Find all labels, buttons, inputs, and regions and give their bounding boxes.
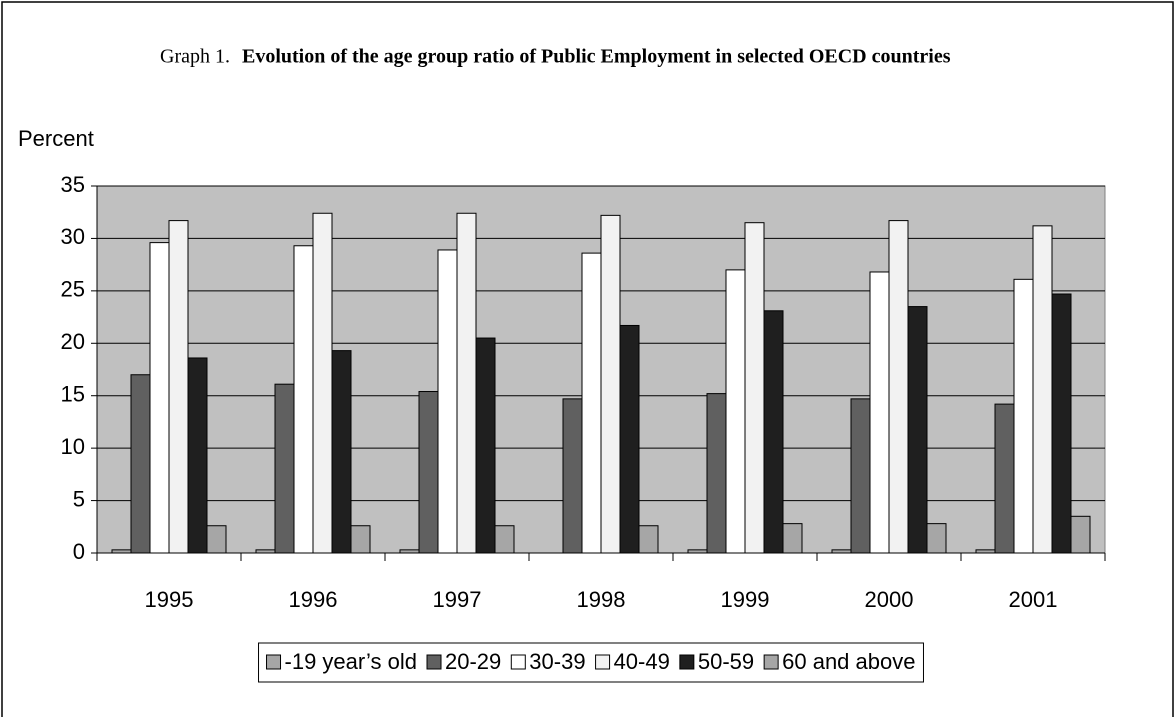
x-tick-label: 1999 (721, 587, 770, 612)
bar (149, 242, 170, 554)
bar (350, 525, 371, 554)
bar (293, 245, 314, 554)
bar (725, 269, 746, 554)
bar (475, 337, 496, 554)
bar (562, 398, 583, 554)
legend-swatch (595, 654, 611, 670)
legend-label: 30-39 (529, 649, 585, 674)
x-tick-label: 1995 (145, 587, 194, 612)
bar (331, 350, 352, 554)
legend-swatch (510, 654, 526, 670)
chart-title: Evolution of the age group ratio of Publ… (242, 46, 951, 68)
bar (926, 523, 947, 554)
x-tick-label: 2001 (1009, 587, 1058, 612)
bar (312, 212, 333, 554)
bar (706, 393, 727, 554)
bar (994, 403, 1015, 554)
bar (638, 525, 659, 554)
legend-label: 40-49 (614, 649, 670, 674)
bar (494, 525, 515, 554)
bar (782, 523, 803, 554)
legend-label: 50-59 (698, 649, 754, 674)
bar (130, 374, 151, 554)
y-tick-label: 5 (73, 486, 85, 511)
bar (1013, 278, 1034, 554)
x-tick-label: 2000 (865, 587, 914, 612)
legend-swatch (266, 654, 282, 670)
y-tick-label: 35 (61, 172, 85, 197)
legend-swatch (763, 654, 779, 670)
legend-swatch (426, 654, 442, 670)
y-tick-label: 15 (61, 382, 85, 407)
bar (1032, 225, 1053, 554)
bar (456, 212, 477, 554)
y-tick-label: 10 (61, 434, 85, 459)
bar (888, 220, 909, 554)
bar (168, 220, 189, 554)
bar (600, 214, 621, 554)
legend (258, 642, 924, 683)
y-tick-label: 20 (61, 329, 85, 354)
y-tick-label: 25 (61, 277, 85, 302)
bar (1051, 293, 1072, 554)
bar (581, 252, 602, 554)
figure-label: Graph 1. (160, 46, 230, 68)
x-tick-label: 1997 (433, 587, 482, 612)
bar (1070, 515, 1091, 554)
bar (437, 249, 458, 554)
bar (418, 391, 439, 554)
x-tick-label: 1996 (289, 587, 338, 612)
bar (850, 398, 871, 554)
bar (274, 383, 295, 554)
legend-label: -19 year’s old (285, 649, 417, 674)
bar (869, 271, 890, 554)
bar (187, 357, 208, 554)
legend-swatch (679, 654, 695, 670)
x-tick-label: 1998 (577, 587, 626, 612)
bar (763, 310, 784, 554)
bar (907, 306, 928, 554)
bar (206, 525, 227, 554)
bar (619, 324, 640, 554)
legend-label: 20-29 (445, 649, 501, 674)
y-tick-label: 0 (73, 539, 85, 564)
bar (744, 222, 765, 554)
legend-label: 60 and above (782, 649, 915, 674)
y-tick-label: 30 (61, 224, 85, 249)
y-axis-label: Percent (18, 126, 94, 151)
